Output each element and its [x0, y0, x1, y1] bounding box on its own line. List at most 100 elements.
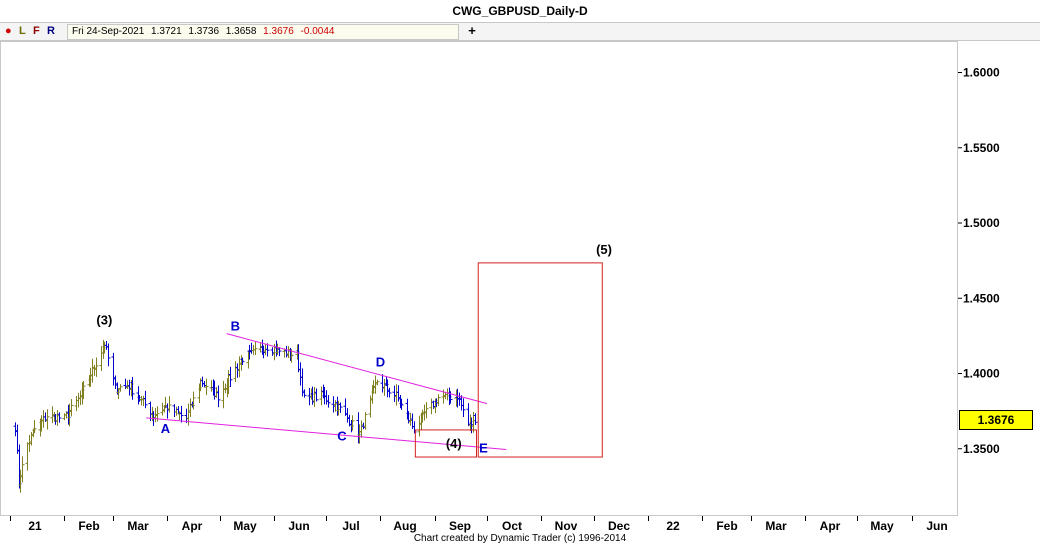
ohlc-bar [326, 395, 331, 408]
ohlc-bar [277, 347, 282, 357]
ohlc-bar [94, 357, 99, 377]
ohlc-bar [216, 385, 221, 408]
ohlc-bar [32, 420, 37, 434]
ohlc-bar [314, 388, 319, 402]
ohlc-bar [74, 395, 79, 412]
ohlc-bar [62, 413, 67, 421]
ohlc-bar [221, 380, 226, 409]
ohlc-bar [361, 422, 366, 430]
ohlc-bar [253, 341, 258, 356]
price-tick-label: 1.5500 [963, 141, 1000, 155]
time-tick-label: Apr [182, 519, 203, 533]
ohlc-bar [191, 391, 196, 410]
ohlc-bar [55, 410, 60, 426]
ohlc-bar [160, 402, 165, 416]
ohlc-bar [396, 385, 401, 402]
ohlc-bar [29, 431, 34, 446]
ohlc-bar [81, 380, 86, 399]
ohlc-bar [417, 415, 422, 437]
time-tick-label: Jun [926, 519, 947, 533]
time-axis: 21 Feb Mar Apr May Jun Jul Aug Sep Oct Nov Dec 22 Feb… [0, 515, 958, 533]
f-button[interactable]: F [33, 25, 40, 37]
ohlc-bar [298, 362, 303, 386]
ohlc-readout: Fri 24-Sep-2021 1.3721 1.3736 1.3658 1.3… [67, 24, 459, 40]
ohlc-bar [41, 410, 46, 428]
l-button[interactable]: L [19, 25, 26, 37]
ohlc-bar [188, 398, 193, 417]
ohlc-date: Fri 24-Sep-2021 [72, 26, 145, 37]
ohlc-bar [57, 412, 62, 423]
ohlc-bar [13, 422, 18, 437]
title-bar: CWG_GBPUSD_Daily-D [0, 0, 1040, 23]
ohlc-bar [240, 357, 245, 365]
ohlc-bar [125, 380, 130, 389]
price-tick-label: 1.5000 [963, 216, 1000, 230]
ohlc-bar [284, 345, 289, 358]
trendline [226, 333, 488, 405]
chart-overlays [146, 262, 603, 458]
ohlc-bar [130, 376, 135, 400]
price-tick-label: 1.4500 [963, 291, 1000, 305]
ohlc-high: 1.3736 [188, 26, 220, 37]
ohlc-bar [473, 413, 478, 425]
ohlc-bar [324, 390, 329, 405]
record-dot-icon[interactable]: ● [5, 25, 12, 37]
ohlc-change: -0.0044 [300, 26, 335, 37]
ohlc-bar [92, 364, 97, 376]
time-tick-label: Aug [393, 519, 416, 533]
ohlc-bar [127, 379, 132, 396]
ohlc-bar [373, 375, 378, 394]
r-button[interactable]: R [47, 25, 55, 37]
time-tick-label: 22 [666, 519, 680, 533]
time-tick-label: Feb [78, 519, 99, 533]
ohlc-bar [387, 387, 392, 398]
time-tick-label: May [870, 519, 894, 533]
ohlc-bar [429, 398, 434, 415]
wave-label: (3) [96, 313, 112, 328]
wave-label: E [479, 441, 488, 456]
price-tick-label: 1.6000 [963, 66, 1000, 80]
ohlc-bar [106, 343, 111, 367]
time-tick-label: Feb [716, 519, 737, 533]
ohlc-bar [25, 442, 30, 471]
add-plus-icon[interactable]: + [468, 23, 476, 38]
ohlc-bar [345, 408, 350, 423]
ohlc-bar [45, 409, 50, 430]
toolbar: ● L F R Fri 24-Sep-2021 1.3721 1.3736 1.… [0, 23, 1040, 41]
ohlc-bar [204, 378, 209, 396]
wave-label: B [231, 319, 240, 334]
ohlc-bar [286, 346, 291, 358]
ohlc-bar [143, 390, 148, 409]
ohlc-bar [363, 412, 368, 430]
ohlc-bar [69, 398, 74, 417]
ohlc-bar [350, 415, 355, 431]
plot-frame [0, 41, 958, 516]
time-tick-label: Jun [288, 519, 309, 533]
time-tick-label: Oct [502, 519, 522, 533]
ohlc-bar [186, 403, 191, 426]
wave-label: (4) [446, 436, 462, 451]
time-tick-label: Mar [127, 519, 149, 533]
ohlc-bar [343, 398, 348, 416]
time-tick-label: May [233, 519, 257, 533]
target-box [414, 429, 477, 458]
ohlc-bar [99, 346, 104, 372]
ohlc-bar [141, 395, 146, 407]
ohlc-bar [302, 389, 307, 398]
ohlc-bar [223, 383, 228, 394]
ohlc-bar [76, 392, 81, 408]
ohlc-bar [153, 407, 158, 423]
ohlc-bar [20, 456, 25, 483]
ohlc-bar [424, 402, 429, 419]
ohlc-bar [50, 406, 55, 424]
ohlc-low: 1.3658 [225, 26, 257, 37]
ohlc-bar [179, 405, 184, 423]
ohlc-bar [111, 352, 116, 386]
ohlc-bar [167, 396, 172, 413]
ohlc-bar [78, 390, 83, 406]
ohlc-bar [270, 347, 275, 356]
ohlc-bar [375, 379, 380, 386]
ohlc-bar [461, 398, 466, 417]
trendline [146, 417, 507, 451]
